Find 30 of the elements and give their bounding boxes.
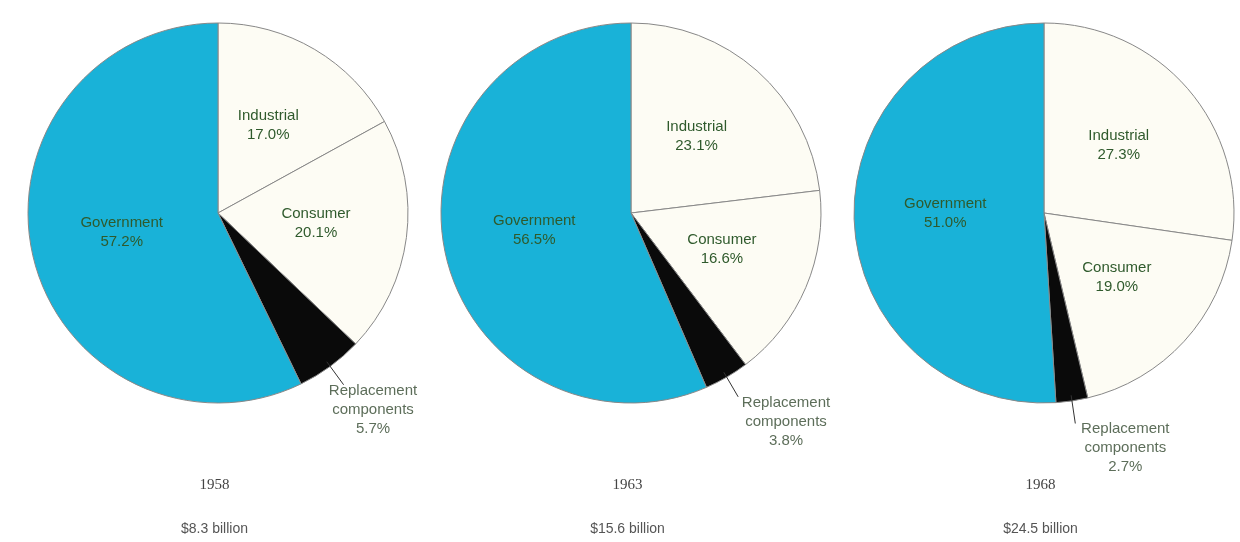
slice-label: Consumer: [1082, 257, 1152, 275]
data-label: 51.0%: [923, 213, 967, 231]
data-label: 3.8%: [768, 430, 804, 448]
data-label: 56.5%: [512, 230, 556, 248]
slice-label: Replacement components: [1081, 419, 1171, 456]
text: 1963: [611, 476, 644, 493]
data-label: 5.7%: [355, 418, 391, 436]
slice-label: Government: [492, 211, 577, 229]
slice-label: Government: [80, 213, 164, 231]
text: 1958: [198, 476, 231, 493]
text: $15.6 billion: [589, 520, 666, 536]
data-label: 2.7%: [1108, 457, 1143, 475]
text: 1968: [1024, 476, 1057, 493]
slice-label: Industrial: [237, 105, 299, 123]
data-label: 17.0%: [247, 124, 290, 142]
slice-label: Consumer: [281, 203, 351, 221]
data-label: 27.3%: [1097, 145, 1140, 163]
data-label: 23.1%: [675, 136, 718, 154]
slice-label: Government: [903, 194, 988, 212]
data-label: 16.6%: [700, 248, 744, 266]
data-label: 57.2%: [100, 232, 143, 250]
slice-label: Industrial: [1088, 126, 1150, 144]
slice-label: Replacement components: [328, 380, 419, 417]
data-label: 20.1%: [294, 222, 338, 240]
data-label: 19.0%: [1095, 276, 1139, 294]
slice-label: Replacement components: [741, 392, 832, 429]
text: $8.3 billion: [180, 520, 249, 536]
slice-label: Consumer: [687, 229, 757, 247]
text: $24.5 billion: [1002, 520, 1079, 536]
slice-label: Industrial: [666, 117, 728, 135]
